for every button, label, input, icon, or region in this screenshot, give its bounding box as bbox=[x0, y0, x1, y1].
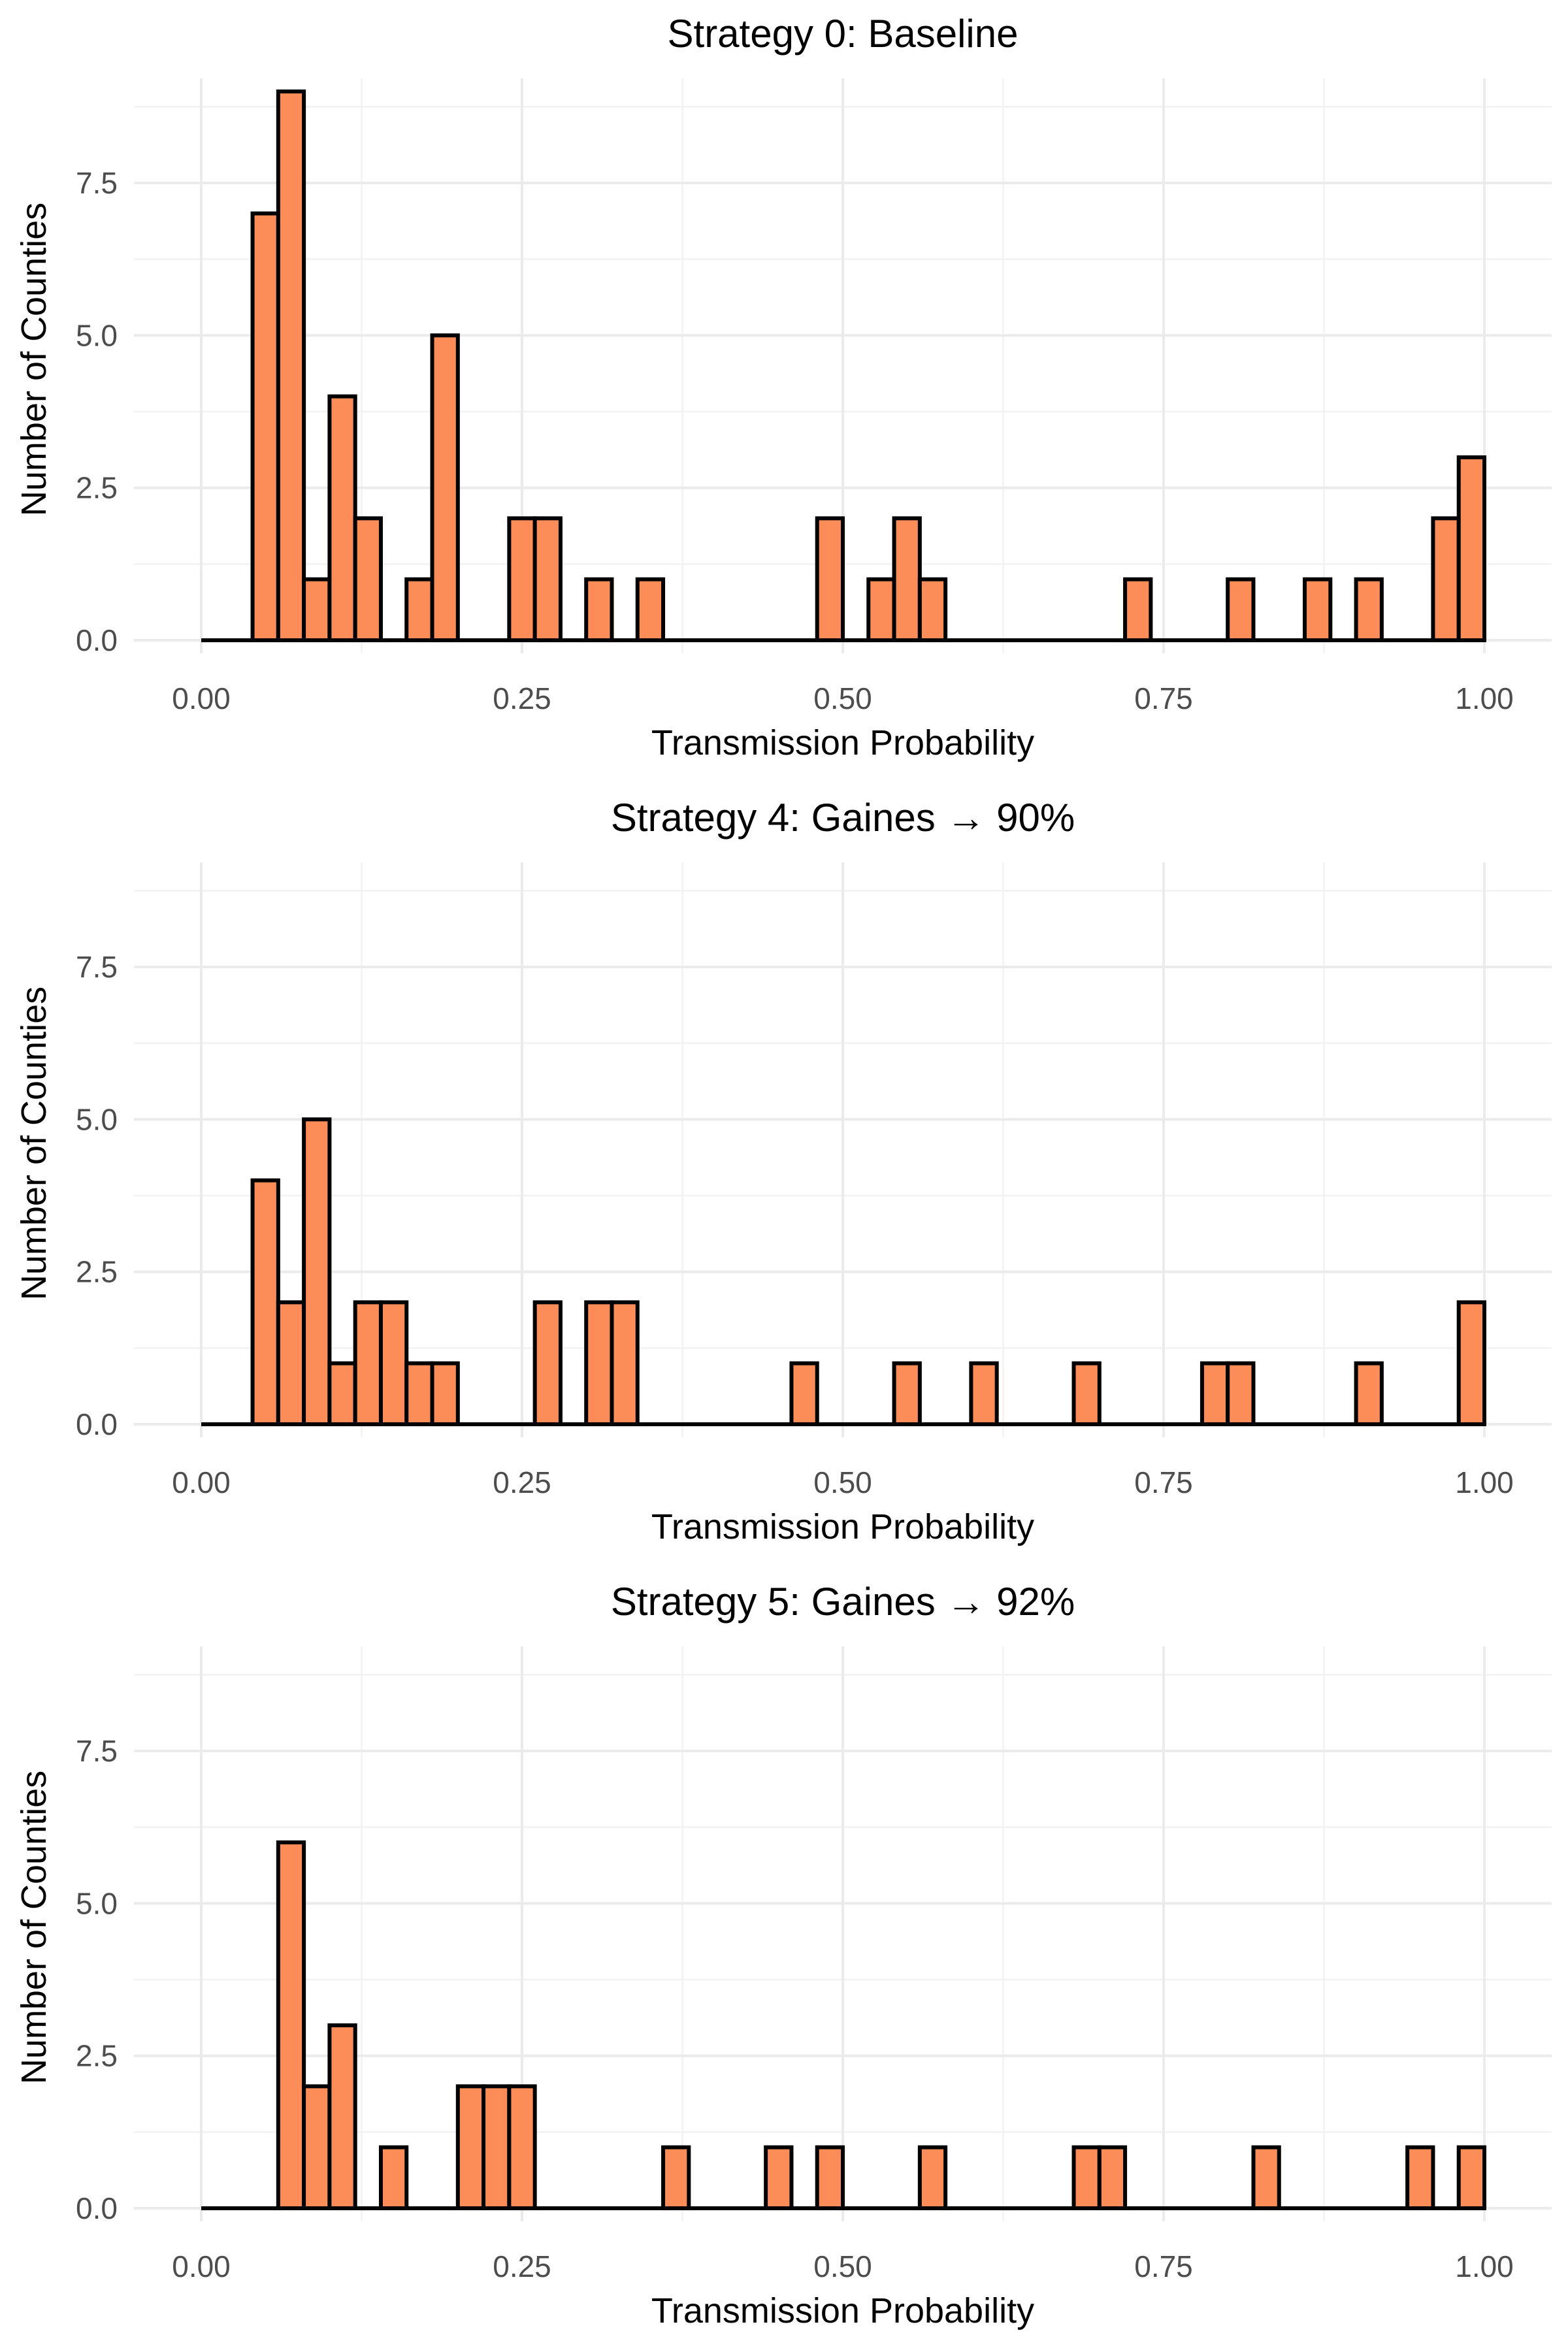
x-axis-title: Transmission Probability bbox=[651, 2291, 1034, 2330]
histogram-bar bbox=[353, 1300, 383, 1427]
histogram-bar bbox=[764, 2145, 794, 2211]
histogram-bar bbox=[276, 1300, 306, 1427]
histogram-bar bbox=[1431, 516, 1461, 642]
histogram-bar bbox=[661, 2145, 691, 2211]
chart-title: Strategy 0: Baseline bbox=[668, 12, 1019, 56]
histogram-bar bbox=[866, 577, 896, 643]
histogram-bar bbox=[892, 516, 922, 642]
histogram-bar bbox=[815, 2145, 845, 2211]
x-tick-label: 0.75 bbox=[1134, 2249, 1193, 2283]
histogram-bar bbox=[404, 1361, 434, 1427]
panel-1: 0.0 2.5 5.0 7.5 0.00 0.25 0.50 0.75 1.00 Strategy… bbox=[14, 12, 1552, 762]
y-tick-label: 7.5 bbox=[76, 166, 118, 200]
x-axis-title: Transmission Probability bbox=[651, 723, 1034, 762]
histogram-bar bbox=[404, 577, 434, 643]
histogram-bar bbox=[455, 2084, 486, 2210]
histogram-bar bbox=[1303, 577, 1333, 643]
histogram-bar bbox=[1200, 1361, 1230, 1427]
y-axis-title: Number of Counties bbox=[14, 1771, 54, 2084]
histogram-bar bbox=[1226, 577, 1256, 643]
histogram-bar bbox=[327, 1361, 357, 1427]
panel-3: 0.0 2.5 5.0 7.5 0.00 0.25 0.50 0.75 1.00 Strategy… bbox=[14, 1580, 1552, 2330]
y-tick-label: 2.5 bbox=[76, 2039, 118, 2073]
chart-title: Strategy 5: Gaines → 92% bbox=[611, 1580, 1075, 1624]
histogram-bar bbox=[610, 1300, 640, 1427]
histogram-bar bbox=[430, 333, 460, 642]
histogram-bar bbox=[482, 2084, 512, 2210]
y-tick-label: 5.0 bbox=[76, 318, 118, 352]
panel-2: 0.0 2.5 5.0 7.5 0.00 0.25 0.50 0.75 1.00 Strategy… bbox=[14, 796, 1552, 1546]
histogram-bar bbox=[1456, 1300, 1486, 1427]
x-tick-label: 1.00 bbox=[1455, 681, 1514, 715]
y-axis-title: Number of Counties bbox=[14, 987, 54, 1300]
histogram-bar bbox=[969, 1361, 999, 1427]
histogram-bar bbox=[1251, 2145, 1281, 2211]
x-tick-label: 0.75 bbox=[1134, 681, 1193, 715]
histogram-bar bbox=[789, 1361, 819, 1427]
y-tick-label: 7.5 bbox=[76, 1734, 118, 1768]
x-tick-label: 0.75 bbox=[1134, 1465, 1193, 1499]
x-tick-label: 0.00 bbox=[172, 681, 231, 715]
x-tick-label: 0.50 bbox=[813, 2249, 872, 2283]
histogram-bar bbox=[276, 90, 306, 642]
x-tick-label: 0.25 bbox=[493, 681, 551, 715]
histogram-bar bbox=[584, 1300, 614, 1427]
histogram-bar bbox=[532, 1300, 563, 1427]
x-tick-label: 0.25 bbox=[493, 1465, 551, 1499]
histogram-bar bbox=[327, 2023, 357, 2210]
histogram-bar bbox=[1226, 1361, 1256, 1427]
histogram-bar bbox=[250, 1178, 280, 1426]
x-tick-label: 0.50 bbox=[813, 1465, 872, 1499]
histogram-bar bbox=[1354, 577, 1384, 643]
histogram-bar bbox=[302, 577, 332, 643]
histogram-bar bbox=[507, 516, 537, 642]
histogram-bar bbox=[1456, 455, 1486, 642]
histogram-bar bbox=[430, 1361, 460, 1427]
chart-title: Strategy 4: Gaines → 90% bbox=[611, 796, 1075, 840]
histogram-bar bbox=[1123, 577, 1153, 643]
y-tick-label: 0.0 bbox=[76, 2191, 118, 2225]
histogram-bar bbox=[1097, 2145, 1128, 2211]
histogram-bar bbox=[302, 2084, 332, 2210]
x-tick-label: 0.25 bbox=[493, 2249, 551, 2283]
histogram-bar bbox=[1456, 2145, 1486, 2211]
x-tick-label: 0.50 bbox=[813, 681, 872, 715]
histogram-bar bbox=[353, 516, 383, 642]
histogram-bar bbox=[635, 577, 666, 643]
histogram-bar bbox=[917, 577, 948, 643]
histogram-bar bbox=[1071, 1361, 1102, 1427]
y-tick-label: 2.5 bbox=[76, 1255, 118, 1289]
y-tick-label: 7.5 bbox=[76, 950, 118, 984]
histogram-bar bbox=[815, 516, 845, 642]
histogram-bar bbox=[507, 2084, 537, 2210]
y-axis-title: Number of Counties bbox=[14, 203, 54, 516]
y-tick-label: 2.5 bbox=[76, 471, 118, 505]
histogram-bar bbox=[1071, 2145, 1102, 2211]
x-tick-label: 1.00 bbox=[1455, 2249, 1514, 2283]
histogram-bar bbox=[532, 516, 563, 642]
histogram-bar bbox=[892, 1361, 922, 1427]
histogram-bar bbox=[1405, 2145, 1435, 2211]
x-tick-label: 0.00 bbox=[172, 2249, 231, 2283]
x-tick-label: 1.00 bbox=[1455, 1465, 1514, 1499]
histogram-bar bbox=[276, 1840, 306, 2210]
x-tick-label: 0.00 bbox=[172, 1465, 231, 1499]
y-tick-label: 5.0 bbox=[76, 1102, 118, 1136]
histogram-bar bbox=[327, 394, 357, 643]
histogram-bar bbox=[378, 1300, 409, 1427]
histogram-bar bbox=[917, 2145, 948, 2211]
histogram-bar bbox=[378, 2145, 409, 2211]
x-axis-title: Transmission Probability bbox=[651, 1507, 1034, 1546]
histogram-bar bbox=[250, 211, 280, 642]
histogram-bar bbox=[302, 1117, 332, 1427]
y-tick-label: 5.0 bbox=[76, 1886, 118, 1920]
y-tick-label: 0.0 bbox=[76, 623, 118, 657]
histogram-bar bbox=[1354, 1361, 1384, 1427]
histogram-bar bbox=[584, 577, 614, 643]
y-tick-label: 0.0 bbox=[76, 1407, 118, 1441]
